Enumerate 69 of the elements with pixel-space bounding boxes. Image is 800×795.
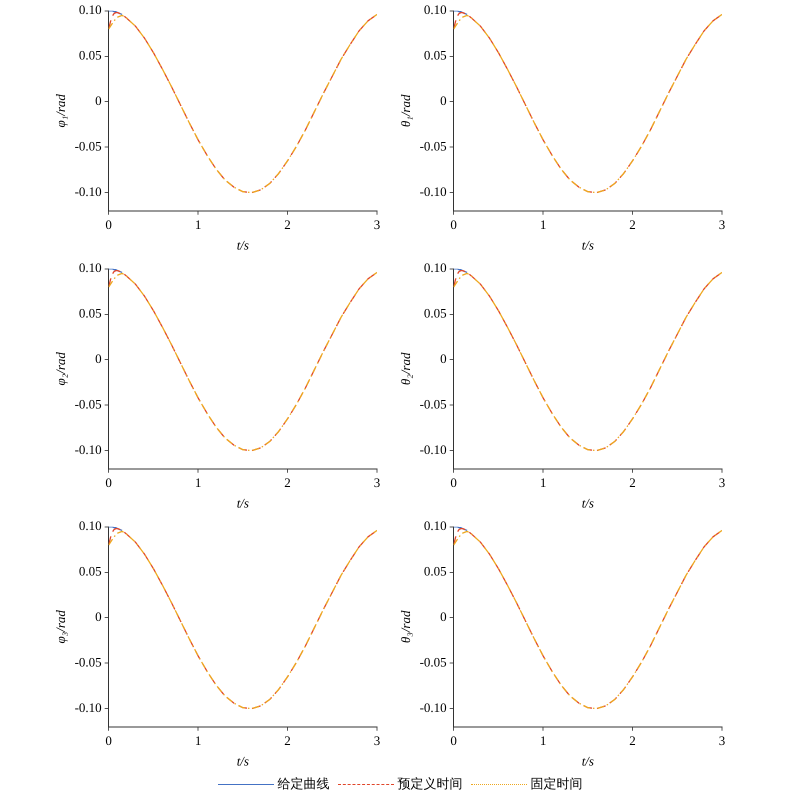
legend-label: 预定义时间 [398,776,462,793]
x-axis-title: t/s [582,754,594,769]
y-tick-label: 0.10 [424,518,447,534]
x-tick-label: 3 [718,475,726,490]
y-tick-label: 0.05 [78,564,102,579]
x-tick-label: 3 [374,733,380,748]
y-axis-title: φ₁/rad [53,94,68,128]
x-tick-label: 2 [629,217,636,232]
y-tick-label: 0.10 [78,260,102,276]
x-tick-label: 3 [718,733,726,748]
x-axis-title: t/s [582,238,594,253]
x-tick-label: 1 [194,733,202,748]
y-axis-title: φ₂/rad [53,352,68,386]
y-tick-label: 0.05 [78,306,102,321]
y-tick-label: -0.10 [74,442,102,458]
x-axis-title: t/s [236,754,249,769]
y-axis-title: φ₃/rad [53,610,68,644]
y-tick-label: 0 [95,93,102,108]
y-tick-label: -0.05 [420,138,447,154]
y-tick-label: -0.05 [420,654,447,670]
x-tick-label: 2 [284,733,291,748]
y-tick-label: 0 [440,93,447,108]
y-axis-title: θ₃/rad [398,610,414,644]
x-tick-label: 0 [105,217,112,232]
y-tick-label: 0 [95,609,102,624]
x-tick-label: 0 [450,733,457,748]
x-axis-title: t/s [236,238,249,253]
x-tick-label: 2 [629,475,636,490]
y-tick-label: -0.10 [74,700,102,716]
y-tick-label: 0.05 [424,564,447,579]
x-tick-label: 0 [450,217,457,232]
y-tick-label: -0.05 [74,396,102,412]
y-tick-label: 0.10 [78,2,102,18]
x-tick-label: 2 [284,475,291,490]
x-tick-label: 1 [194,217,202,232]
y-tick-label: 0.10 [424,2,447,18]
y-tick-label: 0 [95,351,102,366]
x-tick-label: 1 [540,217,546,232]
y-tick-label: -0.10 [420,184,447,200]
y-tick-label: -0.05 [420,396,447,412]
x-tick-label: 3 [718,217,726,232]
y-axis-title: θ₂/rad [398,352,414,386]
y-tick-label: -0.10 [420,700,447,716]
legend-label: 给定曲线 [278,776,330,793]
y-tick-label: 0.05 [78,48,102,63]
x-tick-label: 0 [105,475,112,490]
x-axis-title: t/s [236,496,249,511]
x-tick-label: 1 [540,475,546,490]
legend-label: 固定时间 [530,776,582,793]
x-tick-label: 2 [629,733,636,748]
y-tick-label: -0.10 [74,184,102,200]
y-tick-label: 0 [440,351,447,366]
y-tick-label: -0.10 [420,442,447,458]
x-tick-label: 2 [284,217,291,232]
y-axis-title: θ₁/rad [398,94,414,128]
x-axis-title: t/s [582,496,594,511]
y-tick-label: 0.10 [424,260,447,276]
y-tick-label: -0.05 [74,138,102,154]
y-tick-label: 0.10 [78,518,102,534]
x-tick-label: 0 [105,733,112,748]
x-tick-label: 3 [374,475,380,490]
x-tick-label: 0 [450,475,457,490]
y-tick-label: 0.05 [424,306,447,321]
y-tick-label: -0.05 [74,654,102,670]
y-tick-label: 0.05 [424,48,447,63]
y-tick-label: 0 [440,609,447,624]
x-tick-label: 1 [540,733,546,748]
x-tick-label: 3 [374,217,380,232]
x-tick-label: 1 [194,475,202,490]
